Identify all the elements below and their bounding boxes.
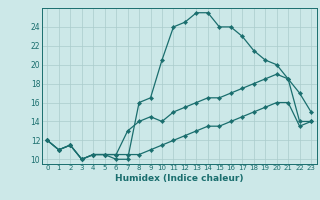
X-axis label: Humidex (Indice chaleur): Humidex (Indice chaleur) <box>115 174 244 183</box>
